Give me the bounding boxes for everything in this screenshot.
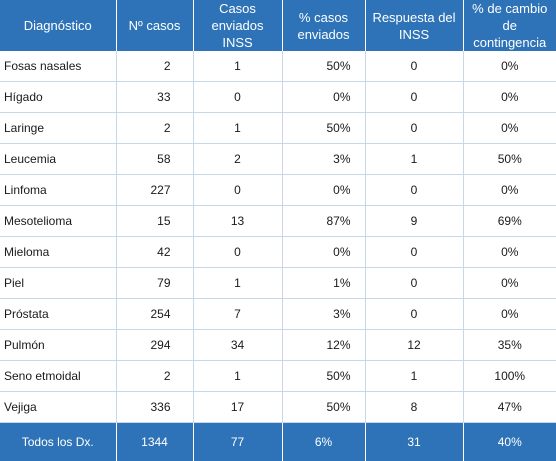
cell-casos-enviados: 1 xyxy=(193,268,282,299)
cell-n-casos: 2 xyxy=(116,361,193,392)
header-pct-enviados: % casos enviados xyxy=(282,0,365,51)
cell-respuesta-inss: 0 xyxy=(365,51,463,82)
cell-casos-enviados: 2 xyxy=(193,144,282,175)
total-pct-enviados: 6% xyxy=(282,423,365,461)
cell-casos-enviados: 1 xyxy=(193,361,282,392)
total-row: Todos los Dx. 1344 77 6% 31 40% xyxy=(0,423,556,461)
cell-pct-cambio: 0% xyxy=(463,113,556,144)
cell-pct-cambio: 0% xyxy=(463,268,556,299)
cell-pct-cambio: 69% xyxy=(463,206,556,237)
cell-pct-cambio: 0% xyxy=(463,299,556,330)
total-dx: Todos los Dx. xyxy=(0,423,116,461)
cell-pct-cambio: 35% xyxy=(463,330,556,361)
cell-respuesta-inss: 0 xyxy=(365,237,463,268)
cell-n-casos: 33 xyxy=(116,82,193,113)
cell-diagnostico: Fosas nasales xyxy=(0,51,116,82)
cell-casos-enviados: 1 xyxy=(193,113,282,144)
cell-diagnostico: Laringe xyxy=(0,113,116,144)
cell-casos-enviados: 34 xyxy=(193,330,282,361)
cell-diagnostico: Hígado xyxy=(0,82,116,113)
cell-diagnostico: Pulmón xyxy=(0,330,116,361)
cell-n-casos: 42 xyxy=(116,237,193,268)
header-respuesta-inss: Respuesta del INSS xyxy=(365,0,463,51)
cell-pct-cambio: 50% xyxy=(463,144,556,175)
cell-respuesta-inss: 0 xyxy=(365,82,463,113)
cell-pct-cambio: 0% xyxy=(463,237,556,268)
header-row: Diagnóstico Nº casos Casos enviados INSS… xyxy=(0,0,556,51)
cell-pct-enviados: 50% xyxy=(282,113,365,144)
cell-diagnostico: Próstata xyxy=(0,299,116,330)
cell-pct-cambio: 0% xyxy=(463,51,556,82)
cell-n-casos: 2 xyxy=(116,51,193,82)
cell-respuesta-inss: 0 xyxy=(365,113,463,144)
cell-diagnostico: Mieloma xyxy=(0,237,116,268)
cell-n-casos: 2 xyxy=(116,113,193,144)
total-enviados: 77 xyxy=(193,423,282,461)
cell-respuesta-inss: 12 xyxy=(365,330,463,361)
cell-diagnostico: Seno etmoidal xyxy=(0,361,116,392)
cell-pct-enviados: 0% xyxy=(282,82,365,113)
cell-diagnostico: Mesotelioma xyxy=(0,206,116,237)
cell-casos-enviados: 7 xyxy=(193,299,282,330)
cell-diagnostico: Vejiga xyxy=(0,392,116,423)
cell-diagnostico: Linfoma xyxy=(0,175,116,206)
cell-pct-enviados: 1% xyxy=(282,268,365,299)
cell-n-casos: 294 xyxy=(116,330,193,361)
cell-respuesta-inss: 1 xyxy=(365,144,463,175)
cell-respuesta-inss: 0 xyxy=(365,299,463,330)
total-respuesta: 31 xyxy=(365,423,463,461)
cell-pct-enviados: 50% xyxy=(282,361,365,392)
cell-n-casos: 15 xyxy=(116,206,193,237)
cell-n-casos: 79 xyxy=(116,268,193,299)
header-pct-cambio: % de cambio de contingencia xyxy=(463,0,556,51)
cell-respuesta-inss: 0 xyxy=(365,268,463,299)
cell-pct-enviados: 87% xyxy=(282,206,365,237)
cell-respuesta-inss: 0 xyxy=(365,175,463,206)
cell-casos-enviados: 0 xyxy=(193,175,282,206)
cell-pct-enviados: 50% xyxy=(282,51,365,82)
cell-n-casos: 227 xyxy=(116,175,193,206)
cell-pct-enviados: 0% xyxy=(282,175,365,206)
total-pct-cambio: 40% xyxy=(463,423,556,461)
cell-pct-cambio: 0% xyxy=(463,175,556,206)
cell-n-casos: 58 xyxy=(116,144,193,175)
cell-casos-enviados: 17 xyxy=(193,392,282,423)
cell-casos-enviados: 1 xyxy=(193,51,282,82)
cell-respuesta-inss: 9 xyxy=(365,206,463,237)
cell-pct-enviados: 12% xyxy=(282,330,365,361)
cell-pct-enviados: 3% xyxy=(282,299,365,330)
header-n-casos: Nº casos xyxy=(116,0,193,51)
cell-pct-cambio: 0% xyxy=(463,82,556,113)
cell-n-casos: 254 xyxy=(116,299,193,330)
cell-diagnostico: Piel xyxy=(0,268,116,299)
total-casos: 1344 xyxy=(116,423,193,461)
cell-pct-enviados: 3% xyxy=(282,144,365,175)
cell-casos-enviados: 0 xyxy=(193,237,282,268)
cell-n-casos: 336 xyxy=(116,392,193,423)
cell-casos-enviados: 0 xyxy=(193,82,282,113)
cell-pct-enviados: 0% xyxy=(282,237,365,268)
cell-casos-enviados: 13 xyxy=(193,206,282,237)
cell-pct-enviados: 50% xyxy=(282,392,365,423)
cell-pct-cambio: 100% xyxy=(463,361,556,392)
cell-respuesta-inss: 8 xyxy=(365,392,463,423)
header-casos-enviados: Casos enviados INSS xyxy=(193,0,282,51)
cell-diagnostico: Leucemia xyxy=(0,144,116,175)
cell-respuesta-inss: 1 xyxy=(365,361,463,392)
header-diagnostico: Diagnóstico xyxy=(0,0,116,51)
cell-pct-cambio: 47% xyxy=(463,392,556,423)
